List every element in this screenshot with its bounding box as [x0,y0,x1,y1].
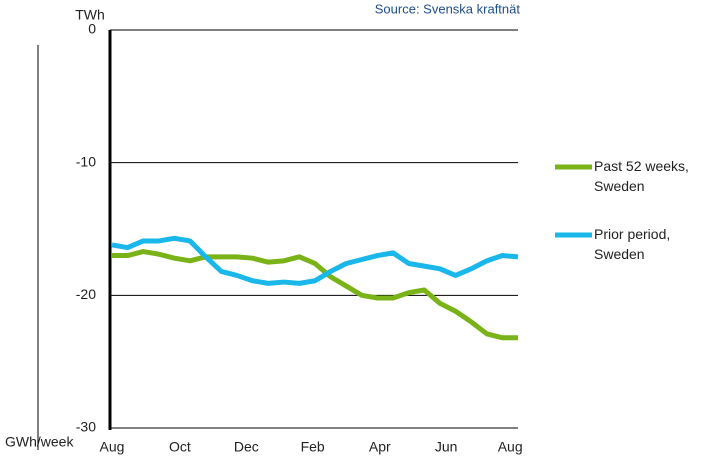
legend-label: Prior period, Sweden [594,226,671,262]
x-tick-label: Oct [169,439,191,455]
x-tick-label: Apr [369,439,391,455]
y2-axis-label: GWh/week [5,434,74,450]
y-axis-label: TWh [75,7,105,23]
x-tick-label: Jun [435,439,458,455]
x-tick-label: Feb [301,439,325,455]
y-tick-label: -30 [76,419,96,435]
x-tick-label: Aug [100,439,125,455]
source: Source: Svenska kraftnät [375,1,521,16]
x-tick-label: Aug [498,439,523,455]
y-tick-label: 0 [88,21,96,37]
x-tick-label: Dec [234,439,259,455]
series-line [112,249,518,341]
y-tick-label: -10 [76,153,96,169]
series-line [111,235,519,286]
legend-label: Past 52 weeks, Sweden [594,158,689,194]
y-tick-label: -20 [76,286,96,302]
